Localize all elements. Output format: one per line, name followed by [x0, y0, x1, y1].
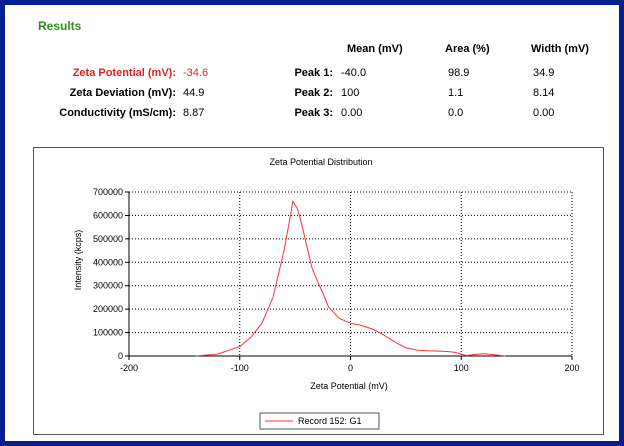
y-tick-label: 400000 [93, 257, 123, 267]
x-tick-label: -200 [120, 363, 138, 373]
zeta-deviation-label: Zeta Deviation (mV): [69, 87, 176, 99]
peak-1-label: Peak 1: [294, 67, 333, 79]
legend: Record 152: G1 [259, 412, 380, 430]
y-tick-label: 600000 [93, 210, 123, 220]
zeta-potential-chart: Zeta Potential Distribution Zeta Potenti… [73, 157, 580, 430]
peak-1-area: 98.9 [448, 67, 470, 79]
y-tick-label: 0 [118, 351, 123, 361]
conductivity-label: Conductivity (mS/cm): [59, 107, 176, 119]
peak-1-mean: -40.0 [341, 67, 367, 79]
chart-title: Zeta Potential Distribution [269, 157, 372, 167]
header-mean: Mean (mV) [347, 43, 403, 55]
y-tick-label: 200000 [93, 304, 123, 314]
peak-3-area: 0.0 [448, 107, 464, 119]
tick-labels: -200 -100 0 100 200 0 100000 200000 300000 400000… [93, 187, 580, 373]
x-tick-label: 0 [348, 363, 353, 373]
y-tick-label: 100000 [93, 328, 123, 338]
y-tick-label: 500000 [93, 234, 123, 244]
y-tick-label: 700000 [93, 187, 123, 197]
peak-2-area: 1.1 [448, 87, 464, 99]
series-line [195, 200, 506, 357]
peak-1-width: 34.9 [533, 67, 555, 79]
conductivity-value: 8.87 [183, 107, 205, 119]
peak-2-width: 8.14 [533, 87, 555, 99]
zeta-potential-value: -34.6 [183, 67, 209, 79]
header-width: Width (mV) [531, 43, 589, 55]
header-area: Area (%) [445, 43, 490, 55]
zeta-deviation-value: 44.9 [183, 87, 205, 99]
peak-3-label: Peak 3: [294, 107, 333, 119]
peak-3-width: 0.00 [533, 107, 555, 119]
x-tick-label: -100 [231, 363, 249, 373]
axes [125, 191, 573, 360]
peak-2-label: Peak 2: [294, 87, 333, 99]
y-axis-label: Intensity (kcps) [73, 230, 83, 291]
legend-label: Record 152: G1 [298, 416, 362, 426]
grid-lines [128, 191, 573, 357]
chart-panel: Zeta Potential Distribution Zeta Potenti… [33, 147, 604, 435]
zeta-potential-label: Zeta Potential (mV): [72, 67, 176, 79]
series-group [195, 200, 506, 357]
y-tick-label: 300000 [93, 281, 123, 291]
legend-box [259, 412, 380, 430]
peak-3-mean: 0.00 [341, 107, 363, 119]
x-tick-label: 100 [454, 363, 469, 373]
x-tick-label: 200 [564, 363, 579, 373]
x-axis-label: Zeta Potential (mV) [310, 381, 388, 391]
peak-2-mean: 100 [341, 87, 360, 99]
results-title: Results [38, 19, 82, 33]
